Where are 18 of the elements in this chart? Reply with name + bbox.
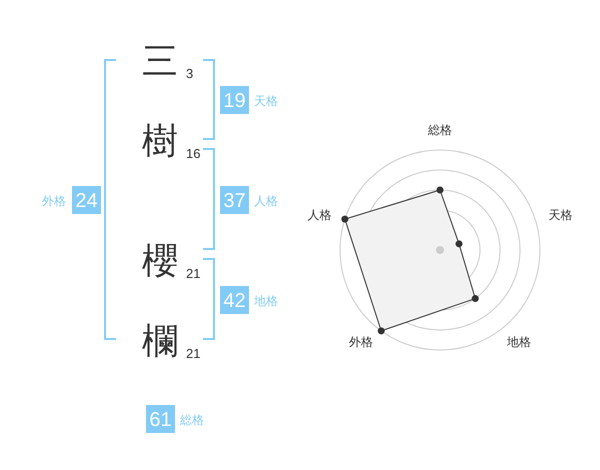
spoke-label: 外格 — [348, 335, 373, 350]
category-label: 欄 — [142, 320, 178, 360]
category-label: 櫻 — [142, 240, 178, 280]
data-label: 3 — [186, 66, 194, 81]
category-label: 樹 — [142, 120, 178, 160]
text: 地格 — [253, 294, 278, 308]
text: 人格 — [254, 194, 278, 208]
data-label: 21 — [186, 266, 200, 281]
category-label: 三 — [142, 40, 178, 80]
spoke-label: 総格 — [427, 123, 452, 137]
text: 外格 — [42, 194, 66, 208]
spoke-label: 人格 — [308, 208, 332, 222]
data-label: 16 — [186, 146, 200, 161]
text: 総格 — [179, 413, 204, 427]
data-label: 21 — [186, 346, 200, 361]
text: 天格 — [254, 94, 278, 108]
spoke-label: 天格 — [548, 208, 572, 222]
spoke-label: 地格 — [506, 335, 532, 350]
